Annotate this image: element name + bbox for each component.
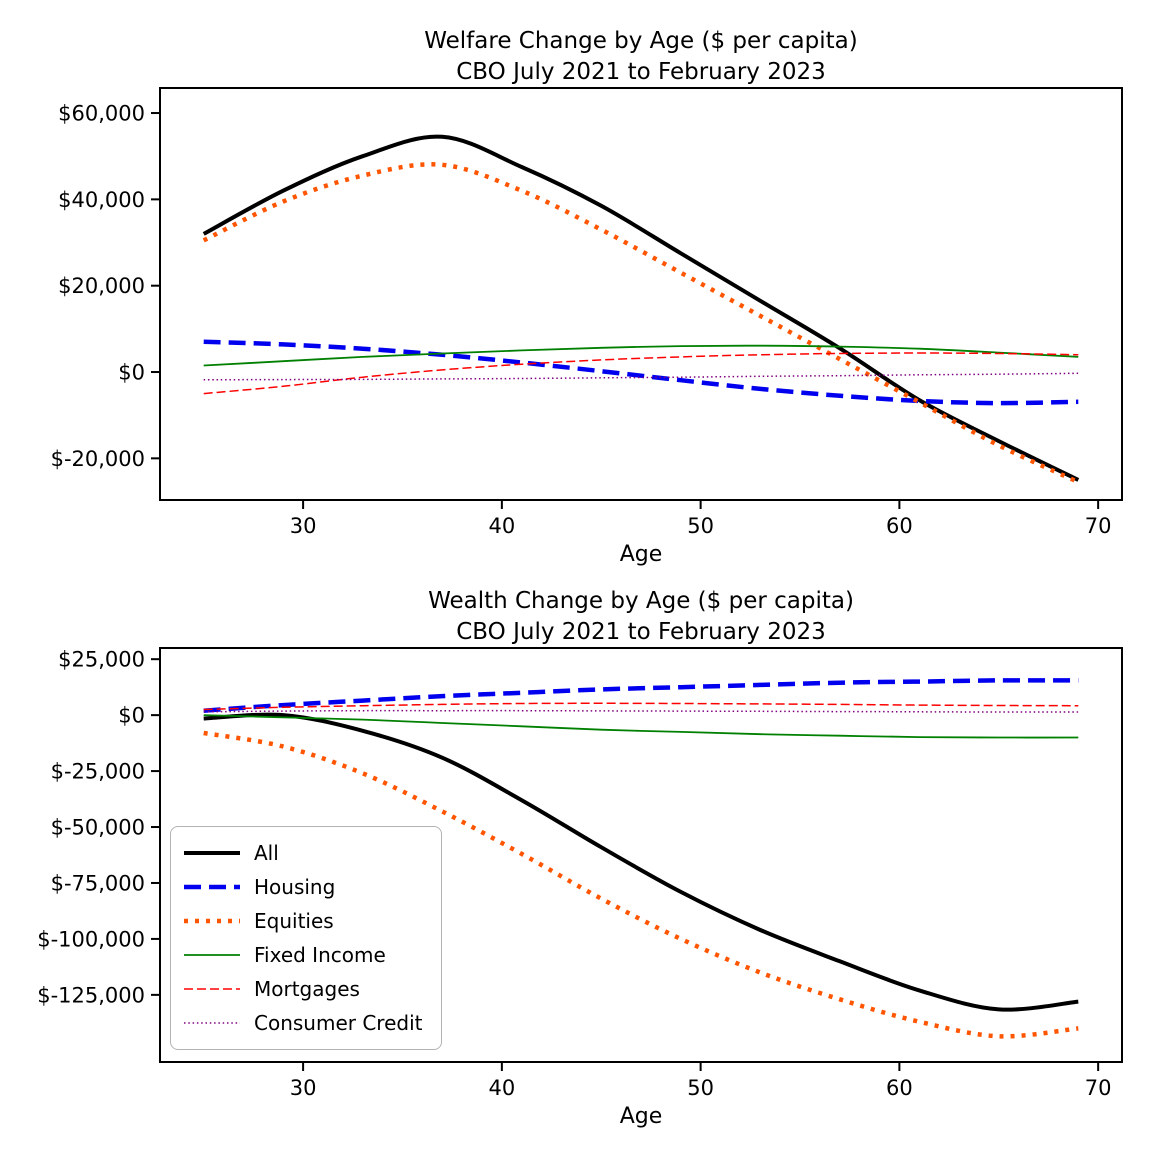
welfare-chart-x-axis-label: Age xyxy=(620,542,663,567)
legend-line-sample-fixed-income-icon xyxy=(184,954,240,956)
series-fixed-income-line xyxy=(203,344,1079,367)
wealth-chart-border xyxy=(159,647,1123,1063)
legend-item-label: Mortgages xyxy=(254,977,360,1001)
wealth-chart-plot: $25,000 $0 $-25,000 $-50,000 $-75,000 $-100,0… xyxy=(37,647,1123,1129)
welfare-chart-plot: $60,000 $40,000 $20,000 $0 $-20,000 30 40 50 60 7… xyxy=(51,87,1123,567)
legend-item-label: Equities xyxy=(254,909,334,933)
legend-item-fixed-income: Fixed Income xyxy=(183,938,423,972)
x-tick-label: 50 xyxy=(687,1076,714,1100)
legend-item-label: Housing xyxy=(254,875,336,899)
legend-item-equities: Equities xyxy=(183,904,423,938)
x-tick-label: 70 xyxy=(1085,514,1112,538)
welfare-chart-series xyxy=(202,134,1080,485)
y-tick-label: $-50,000 xyxy=(51,816,145,840)
series-equities-line xyxy=(202,162,1080,485)
legend-line-sample-mortgages-icon xyxy=(184,988,240,990)
legend-line-sample-equities-icon xyxy=(184,918,240,924)
wealth-chart-title-line1: Wealth Change by Age ($ per capita) xyxy=(428,588,854,614)
legend: All Housing Equities Fixed Income Mortgages C… xyxy=(170,826,442,1050)
series-all-line xyxy=(203,712,1079,1012)
x-tick-label: 30 xyxy=(290,514,317,538)
legend-item-label: Fixed Income xyxy=(254,943,386,967)
y-tick-label: $40,000 xyxy=(58,188,145,212)
y-tick-label: $60,000 xyxy=(58,102,145,126)
x-tick-label: 60 xyxy=(886,514,913,538)
series-all-line xyxy=(202,134,1080,482)
series-mortgages-line xyxy=(203,702,1079,711)
legend-item-housing: Housing xyxy=(183,870,423,904)
wealth-chart-title: Wealth Change by Age ($ per capita) CBO … xyxy=(160,586,1122,648)
x-tick-label: 40 xyxy=(489,514,516,538)
legend-item-mortgages: Mortgages xyxy=(183,972,423,1006)
legend-line-sample-housing-icon xyxy=(184,884,240,890)
y-tick-label: $-125,000 xyxy=(37,983,145,1007)
x-tick-label: 50 xyxy=(687,514,714,538)
y-tick-label: $-20,000 xyxy=(51,447,145,471)
legend-line-sample-consumer-credit-icon xyxy=(184,1022,240,1024)
y-tick-label: $20,000 xyxy=(58,274,145,298)
x-tick-label: 30 xyxy=(290,1076,317,1100)
welfare-chart-title-line1: Welfare Change by Age ($ per capita) xyxy=(424,28,858,54)
legend-item-consumer-credit: Consumer Credit xyxy=(183,1006,423,1040)
x-tick-label: 40 xyxy=(489,1076,516,1100)
y-tick-label: $-25,000 xyxy=(51,760,145,784)
welfare-chart-border xyxy=(159,87,1123,501)
welfare-chart-title-line2: CBO July 2021 to February 2023 xyxy=(456,59,826,85)
legend-item-label: Consumer Credit xyxy=(254,1011,423,1035)
series-fixed-income-line xyxy=(203,714,1079,739)
x-tick-label: 70 xyxy=(1085,1076,1112,1100)
wealth-chart-title-line2: CBO July 2021 to February 2023 xyxy=(456,619,826,645)
series-consumer-credit-line xyxy=(203,372,1079,381)
y-tick-label: $-100,000 xyxy=(37,927,145,951)
x-tick-label: 60 xyxy=(886,1076,913,1100)
series-housing-line xyxy=(203,678,1079,713)
wealth-chart-x-axis-label: Age xyxy=(620,1104,663,1129)
legend-item-label: All xyxy=(254,841,279,865)
legend-line-sample-all-icon xyxy=(184,851,240,855)
wealth-chart-series xyxy=(203,678,1079,1039)
series-housing-line xyxy=(203,339,1079,406)
y-tick-label: $25,000 xyxy=(58,648,145,672)
y-tick-label: $-75,000 xyxy=(51,871,145,895)
series-consumer-credit-line xyxy=(203,709,1079,713)
y-tick-label: $0 xyxy=(118,704,145,728)
legend-item-all: All xyxy=(183,836,423,870)
y-tick-label: $0 xyxy=(118,361,145,385)
welfare-chart-title: Welfare Change by Age ($ per capita) CBO… xyxy=(160,26,1122,88)
